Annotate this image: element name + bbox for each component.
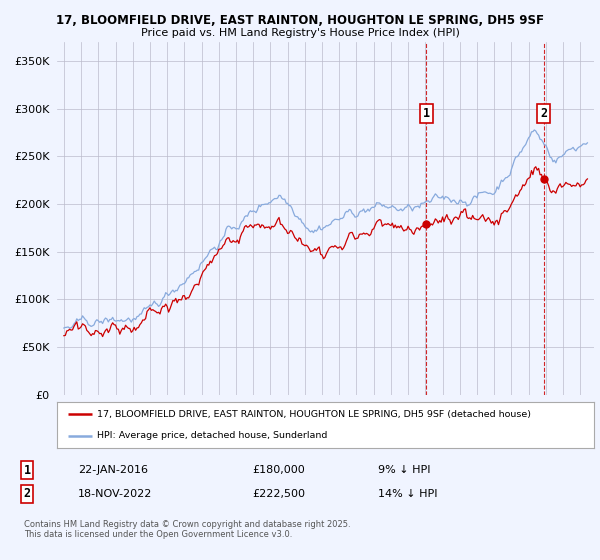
- Text: 9% ↓ HPI: 9% ↓ HPI: [378, 465, 431, 475]
- Text: 1: 1: [422, 107, 430, 120]
- Text: £222,500: £222,500: [252, 489, 305, 499]
- Text: 18-NOV-2022: 18-NOV-2022: [78, 489, 152, 499]
- Text: 14% ↓ HPI: 14% ↓ HPI: [378, 489, 437, 499]
- Text: 1: 1: [23, 464, 31, 477]
- Text: 22-JAN-2016: 22-JAN-2016: [78, 465, 148, 475]
- Text: Contains HM Land Registry data © Crown copyright and database right 2025.
This d: Contains HM Land Registry data © Crown c…: [24, 520, 350, 539]
- Text: 17, BLOOMFIELD DRIVE, EAST RAINTON, HOUGHTON LE SPRING, DH5 9SF (detached house): 17, BLOOMFIELD DRIVE, EAST RAINTON, HOUG…: [97, 410, 531, 419]
- Text: 2: 2: [23, 487, 31, 501]
- Text: 17, BLOOMFIELD DRIVE, EAST RAINTON, HOUGHTON LE SPRING, DH5 9SF: 17, BLOOMFIELD DRIVE, EAST RAINTON, HOUG…: [56, 14, 544, 27]
- Text: 2: 2: [540, 107, 547, 120]
- Text: £180,000: £180,000: [252, 465, 305, 475]
- Text: Price paid vs. HM Land Registry's House Price Index (HPI): Price paid vs. HM Land Registry's House …: [140, 28, 460, 38]
- Text: HPI: Average price, detached house, Sunderland: HPI: Average price, detached house, Sund…: [97, 431, 328, 440]
